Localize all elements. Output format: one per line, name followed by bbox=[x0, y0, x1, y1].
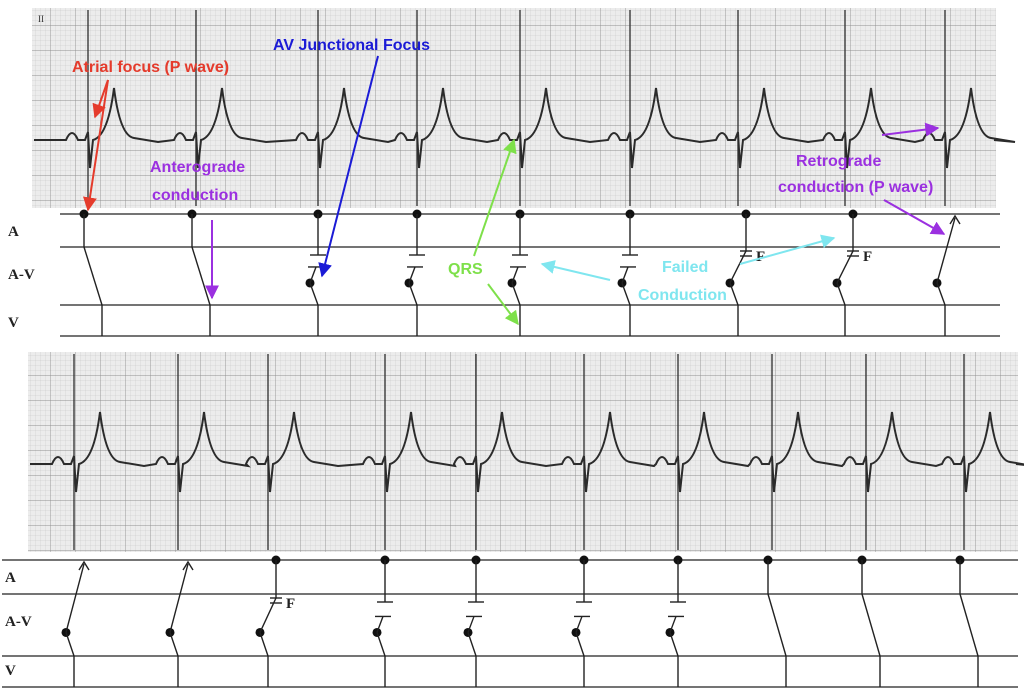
qrs-arrow bbox=[473, 138, 517, 257]
ladder-beat bbox=[305, 209, 326, 336]
anterograde-label-line2: conduction bbox=[152, 187, 238, 204]
failed-marker: F bbox=[286, 596, 295, 612]
failed-conduction-label-line2: Conduction bbox=[638, 287, 727, 304]
ladder-beats-bottom: F bbox=[61, 555, 979, 687]
qrs-arrow bbox=[487, 283, 519, 326]
ladder-beat bbox=[955, 555, 979, 687]
retrograde-label-line2: conduction (P wave) bbox=[778, 179, 933, 196]
ladder-beat bbox=[571, 555, 592, 687]
ladder-beat bbox=[61, 560, 90, 687]
ladder-beat bbox=[857, 555, 881, 687]
ladder-beat: F bbox=[255, 555, 295, 687]
ladder-beat bbox=[507, 209, 528, 336]
ladder-beat bbox=[932, 214, 961, 336]
ecg-trace-top bbox=[34, 87, 1016, 169]
ladder-beat bbox=[372, 555, 393, 687]
ecg-trace-bottom bbox=[30, 411, 1024, 493]
qrs-spikes-bottom bbox=[73, 354, 965, 550]
failed-marker: F bbox=[756, 249, 765, 265]
ladder-beat bbox=[187, 209, 211, 336]
ladder-label-av: A-V bbox=[5, 614, 32, 630]
ladder-beat bbox=[79, 209, 103, 336]
failed-conduction-label-line1: Failed bbox=[662, 259, 708, 276]
retrograde-arrow bbox=[883, 199, 946, 235]
ladder-beat bbox=[617, 209, 638, 336]
atrial-focus-arrow bbox=[92, 79, 109, 119]
qrs-spikes-top bbox=[87, 10, 946, 206]
atrial-focus-arrow bbox=[82, 79, 109, 212]
ladder-beat: F bbox=[832, 209, 872, 336]
ladder-beat bbox=[665, 555, 686, 687]
ecg-strip-bottom bbox=[28, 352, 1024, 552]
atrial-focus-label: Atrial focus (P wave) bbox=[72, 59, 229, 76]
ladder-label-atrial: A bbox=[8, 224, 19, 240]
ladder-beat bbox=[404, 209, 425, 336]
retrograde-label-line1: Retrograde bbox=[796, 153, 881, 170]
qrs-label: QRS bbox=[448, 261, 483, 278]
ladder-label-av: A-V bbox=[8, 267, 35, 283]
ladder-beat bbox=[763, 555, 787, 687]
ladder-beat bbox=[165, 560, 194, 687]
retrograde-arrow bbox=[881, 122, 940, 137]
failed-conduction-arrow bbox=[739, 234, 836, 265]
annotations: Atrial focus (P wave) AV Junctional Focu… bbox=[72, 37, 946, 326]
av-junctional-focus-arrow bbox=[318, 55, 379, 278]
ladder-diagram-bottom: A A-V V F bbox=[2, 555, 1018, 688]
lead-label: II bbox=[38, 14, 44, 24]
anterograde-label-line1: Anterograde bbox=[150, 159, 245, 176]
av-junctional-focus-label: AV Junctional Focus bbox=[273, 37, 430, 54]
ladder-label-atrial: A bbox=[5, 570, 16, 586]
ladder-beat bbox=[463, 555, 484, 687]
ladder-beat: F bbox=[725, 209, 765, 336]
ecg-strip-top: II bbox=[32, 8, 1016, 208]
ladder-label-ventricular: V bbox=[8, 315, 19, 331]
ladder-label-ventricular: V bbox=[5, 663, 16, 679]
failed-marker: F bbox=[863, 249, 872, 265]
failed-conduction-arrow bbox=[540, 260, 611, 281]
